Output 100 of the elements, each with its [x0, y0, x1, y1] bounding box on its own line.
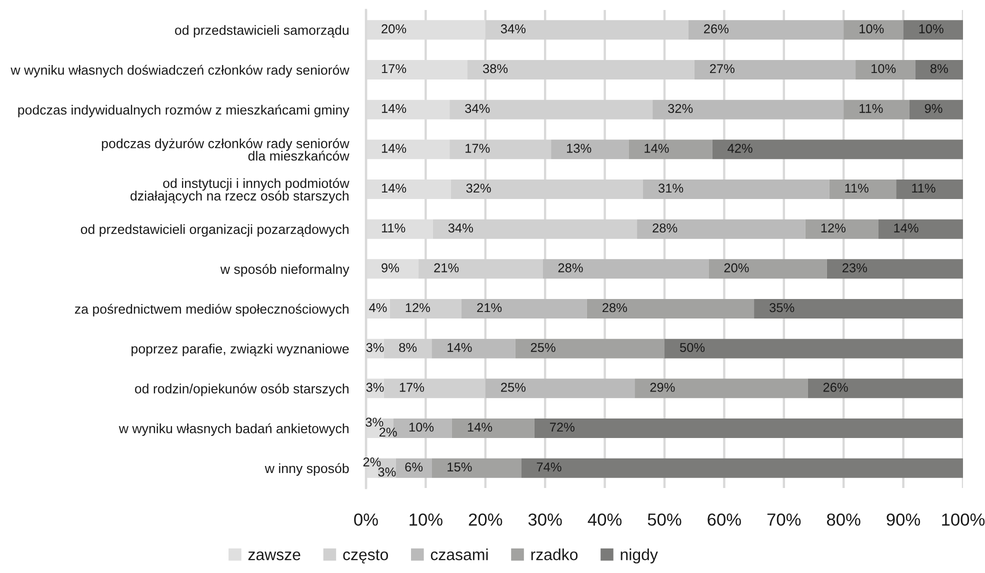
bar [432, 458, 522, 478]
x-tick-label: 80% [826, 513, 860, 526]
data-label: 11% [860, 104, 883, 113]
x-tick-label: 30% [528, 513, 562, 526]
data-label: 3% [366, 418, 384, 427]
bar [432, 338, 516, 358]
bar [909, 100, 963, 120]
data-label: 42% [728, 144, 752, 153]
data-label: 27% [710, 64, 734, 74]
data-label: 17% [400, 382, 424, 392]
data-label: 31% [658, 184, 684, 193]
bar [664, 338, 963, 358]
x-tick-label: 60% [708, 513, 741, 526]
x-tick-label: 100% [942, 513, 985, 526]
y-tick-label: podczas indywidualnych rozmów z mieszkańcami gminy [18, 104, 350, 118]
data-label: 34% [500, 24, 526, 34]
bar [542, 259, 709, 279]
bar [643, 179, 830, 200]
bar [396, 458, 432, 478]
data-label: 20% [724, 263, 749, 272]
bar [551, 140, 629, 160]
data-label: 25% [501, 382, 526, 392]
data-label: 29% [650, 382, 675, 392]
y-tick-label: w sposób nieformalny [220, 264, 350, 277]
data-label: 12% [821, 223, 846, 232]
data-label: 14% [448, 343, 472, 352]
legend-label: nigdy [620, 548, 658, 564]
bar [634, 378, 808, 398]
data-label: 14% [644, 144, 669, 153]
y-tick-label: w inny sposób [264, 463, 349, 476]
data-label: 32% [466, 184, 491, 193]
data-label: 34% [448, 223, 473, 233]
bar [534, 418, 963, 438]
data-label: 32% [668, 104, 693, 114]
data-label: 35% [770, 303, 794, 312]
data-label: 9% [924, 104, 942, 114]
x-tick-label: 40% [588, 513, 622, 526]
data-label: 8% [399, 342, 417, 352]
x-tick-label: 70% [767, 513, 801, 526]
bar [485, 378, 635, 398]
legend-label: zawsze [248, 551, 300, 560]
bar [808, 378, 963, 398]
data-label: 3% [366, 382, 384, 392]
data-label: 4% [369, 303, 387, 312]
data-label: 10% [409, 422, 434, 432]
bar [452, 418, 534, 438]
data-label: 10% [872, 64, 896, 74]
bar [878, 219, 963, 239]
bar [521, 458, 963, 478]
legend-label: czasami [430, 548, 488, 560]
data-label: 11% [912, 184, 936, 193]
legend-label: często [343, 550, 388, 564]
bar [708, 259, 827, 279]
data-label: 12% [406, 303, 430, 312]
data-label: 10% [860, 24, 884, 34]
y-tick-label: w wyniku własnych badań ankietowych [118, 423, 348, 436]
bar [652, 100, 844, 120]
data-label: 17% [382, 64, 406, 74]
data-label: 72% [550, 422, 574, 432]
data-label: 34% [465, 104, 490, 114]
data-label: 20% [382, 24, 406, 34]
x-tick-label: 0% [354, 513, 378, 526]
data-label: 13% [567, 144, 592, 153]
data-label: 23% [842, 263, 868, 272]
bar [915, 60, 963, 80]
data-label: 3% [378, 467, 396, 477]
bar [637, 219, 806, 239]
data-label: 38% [482, 64, 508, 74]
data-label: 14% [382, 184, 406, 193]
bar [462, 298, 587, 319]
data-label: 14% [382, 104, 406, 113]
data-label: 28% [652, 223, 678, 233]
y-tick-label: podczas dyżurów członków rady seniorów dla mieszkańców [102, 138, 350, 161]
data-label: 3% [366, 342, 384, 352]
bar [586, 298, 754, 319]
data-label: 10% [919, 24, 944, 34]
bar [844, 100, 910, 120]
y-tick-label: od instytucji i innych podmiotów działających na rzecz osób starszych [130, 178, 350, 204]
data-label: 25% [530, 342, 556, 352]
bar [694, 60, 856, 80]
data-label: 14% [894, 224, 918, 232]
y-tick-label: poprzez parafie, związki wyznaniowe [132, 344, 349, 356]
legend-label: rzadko [531, 548, 578, 560]
x-tick-label: 20% [468, 513, 502, 526]
data-label: 74% [536, 462, 562, 472]
y-tick-label: w wyniku własnych doświadczeń członków rady seniorów [10, 64, 350, 78]
y-tick-label: za pośrednictwem mediów społecznościowych [74, 304, 348, 316]
data-label: 15% [448, 462, 472, 472]
data-label: 8% [930, 64, 948, 74]
x-tick-label: 10% [410, 513, 442, 526]
data-label: 11% [382, 224, 406, 232]
bar [515, 338, 664, 358]
data-label: 2% [379, 428, 397, 437]
data-label: 2% [363, 457, 381, 466]
bar [844, 20, 904, 40]
x-tick-label: 50% [648, 513, 682, 526]
data-label: 11% [845, 184, 868, 193]
data-label: 9% [382, 263, 400, 272]
data-label: 26% [704, 24, 728, 34]
bar [829, 179, 896, 200]
